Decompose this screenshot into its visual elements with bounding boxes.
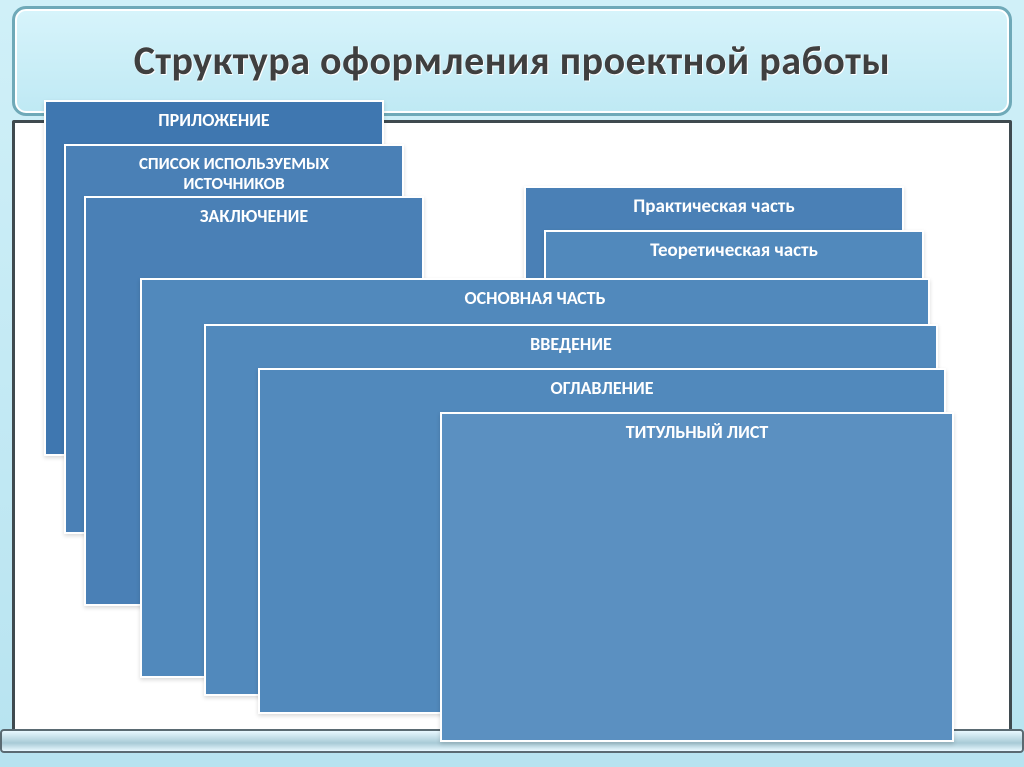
card-label-vvedenie: ВВЕДЕНИЕ [206,326,936,355]
card-label-osnovnaya: ОСНОВНАЯ ЧАСТЬ [142,280,928,309]
slide-title: Структура оформления проектной работы [134,40,891,82]
card-label-prilozhenie: ПРИЛОЖЕНИЕ [46,102,382,131]
card-label-teor: Теоретическая часть [546,232,922,262]
card-label-istochnikov: СПИСОК ИСПОЛЬЗУЕМЫХ ИСТОЧНИКОВ [66,146,402,193]
card-label-prakt: Практическая часть [526,188,902,218]
card-label-zaklyuchenie: ЗАКЛЮЧЕНИЕ [86,198,422,227]
card-titul: ТИТУЛЬНЫЙ ЛИСТ [440,412,954,742]
card-label-titul: ТИТУЛЬНЫЙ ЛИСТ [442,414,952,443]
card-label-oglavlenie: ОГЛАВЛЕНИЕ [260,370,944,399]
